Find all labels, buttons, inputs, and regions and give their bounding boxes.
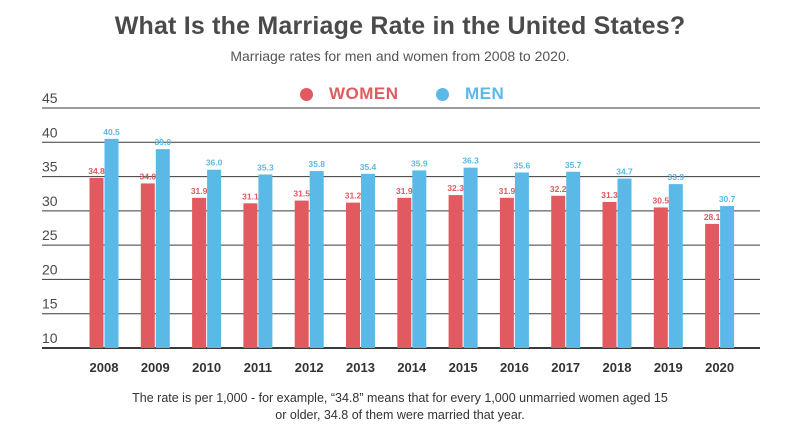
bar-women — [192, 197, 207, 348]
x-tick-label: 2019 — [654, 360, 683, 375]
x-tick-label: 2008 — [90, 360, 119, 375]
data-label-women: 32.2 — [550, 184, 567, 194]
data-label-women: 31.9 — [396, 186, 413, 196]
data-label-men: 35.6 — [514, 160, 531, 170]
data-label-women: 31.2 — [345, 191, 362, 201]
x-tick-label: 2010 — [192, 360, 221, 375]
data-label-men: 34.7 — [616, 167, 633, 177]
data-label-men: 33.9 — [668, 172, 685, 182]
bar-women — [602, 201, 617, 348]
data-label-women: 34.8 — [88, 166, 105, 176]
legend-swatch-women — [300, 87, 313, 101]
bar-women — [705, 223, 720, 348]
x-tick-label: 2015 — [449, 360, 478, 375]
legend-item-men: MEN — [436, 84, 504, 104]
legend: WOMEN MEN — [0, 84, 800, 104]
legend-swatch-men — [436, 87, 449, 101]
x-tick-label: 2009 — [141, 360, 170, 375]
bar-women — [397, 197, 412, 348]
bar-men — [104, 138, 119, 348]
y-tick-label: 45 — [42, 90, 58, 106]
bar-women — [653, 207, 668, 348]
data-label-women: 32.3 — [447, 183, 464, 193]
bar-women — [243, 203, 258, 348]
y-tick-label: 25 — [42, 227, 58, 243]
legend-label-men: MEN — [465, 84, 505, 103]
x-tick-label: 2018 — [603, 360, 632, 375]
bar-men — [155, 149, 170, 348]
x-tick-label: 2011 — [244, 360, 272, 375]
bar-women — [89, 177, 104, 348]
bar-men — [463, 167, 478, 348]
footnote-line-2: or older, 34.8 of them were married that… — [275, 408, 525, 422]
bar-women — [448, 195, 463, 348]
data-label-men: 40.5 — [103, 127, 120, 137]
bar-men — [412, 170, 427, 348]
legend-label-women: WOMEN — [329, 84, 399, 103]
y-tick-label: 40 — [42, 124, 58, 140]
data-label-men: 30.7 — [719, 194, 736, 204]
x-tick-label: 2016 — [500, 360, 529, 375]
data-label-men: 35.3 — [257, 163, 274, 173]
y-tick-label: 10 — [42, 330, 58, 346]
data-label-women: 28.1 — [704, 212, 721, 222]
bar-men — [309, 171, 324, 348]
y-tick-label: 15 — [42, 296, 58, 312]
bar-women — [551, 195, 566, 348]
footnote: The rate is per 1,000 - for example, “34… — [0, 390, 800, 424]
y-tick-label: 30 — [42, 193, 58, 209]
bar-men — [207, 169, 222, 348]
x-tick-label: 2014 — [397, 360, 427, 375]
footnote-line-1: The rate is per 1,000 - for example, “34… — [132, 391, 668, 405]
y-tick-label: 20 — [42, 261, 58, 277]
data-label-women: 31.1 — [242, 191, 259, 201]
bar-women — [294, 200, 309, 348]
bar-women — [140, 183, 155, 348]
bar-women — [499, 197, 514, 348]
bar-men — [566, 171, 581, 348]
bar-men — [361, 173, 375, 348]
bar-men — [720, 206, 735, 348]
data-label-women: 31.5 — [293, 189, 310, 199]
legend-item-women: WOMEN — [300, 84, 399, 104]
x-tick-label: 2012 — [295, 360, 324, 375]
bar-men — [258, 174, 273, 348]
data-label-women: 31.3 — [601, 190, 618, 200]
data-label-women: 31.9 — [499, 186, 516, 196]
y-tick-label: 35 — [42, 159, 58, 175]
data-label-women: 30.5 — [653, 195, 670, 205]
data-label-men: 36.3 — [462, 156, 479, 166]
x-tick-label: 2013 — [346, 360, 375, 375]
data-label-men: 36.0 — [206, 158, 223, 168]
x-tick-label: 2017 — [551, 360, 580, 375]
data-label-men: 35.9 — [411, 158, 428, 168]
chart-subtitle: Marriage rates for men and women from 20… — [230, 48, 570, 64]
bar-men — [668, 184, 683, 348]
data-label-men: 35.7 — [565, 160, 582, 170]
bar-men — [514, 172, 529, 348]
chart-title: What Is the Marriage Rate in the United … — [114, 12, 686, 40]
data-label-men: 35.4 — [360, 162, 377, 172]
data-label-men: 39.0 — [155, 137, 172, 147]
data-label-women: 34.0 — [140, 171, 157, 181]
bar-women — [346, 202, 360, 348]
data-label-men: 35.8 — [308, 159, 325, 169]
x-tick-label: 2020 — [705, 360, 734, 375]
bar-men — [617, 178, 632, 348]
data-label-women: 31.9 — [191, 186, 208, 196]
